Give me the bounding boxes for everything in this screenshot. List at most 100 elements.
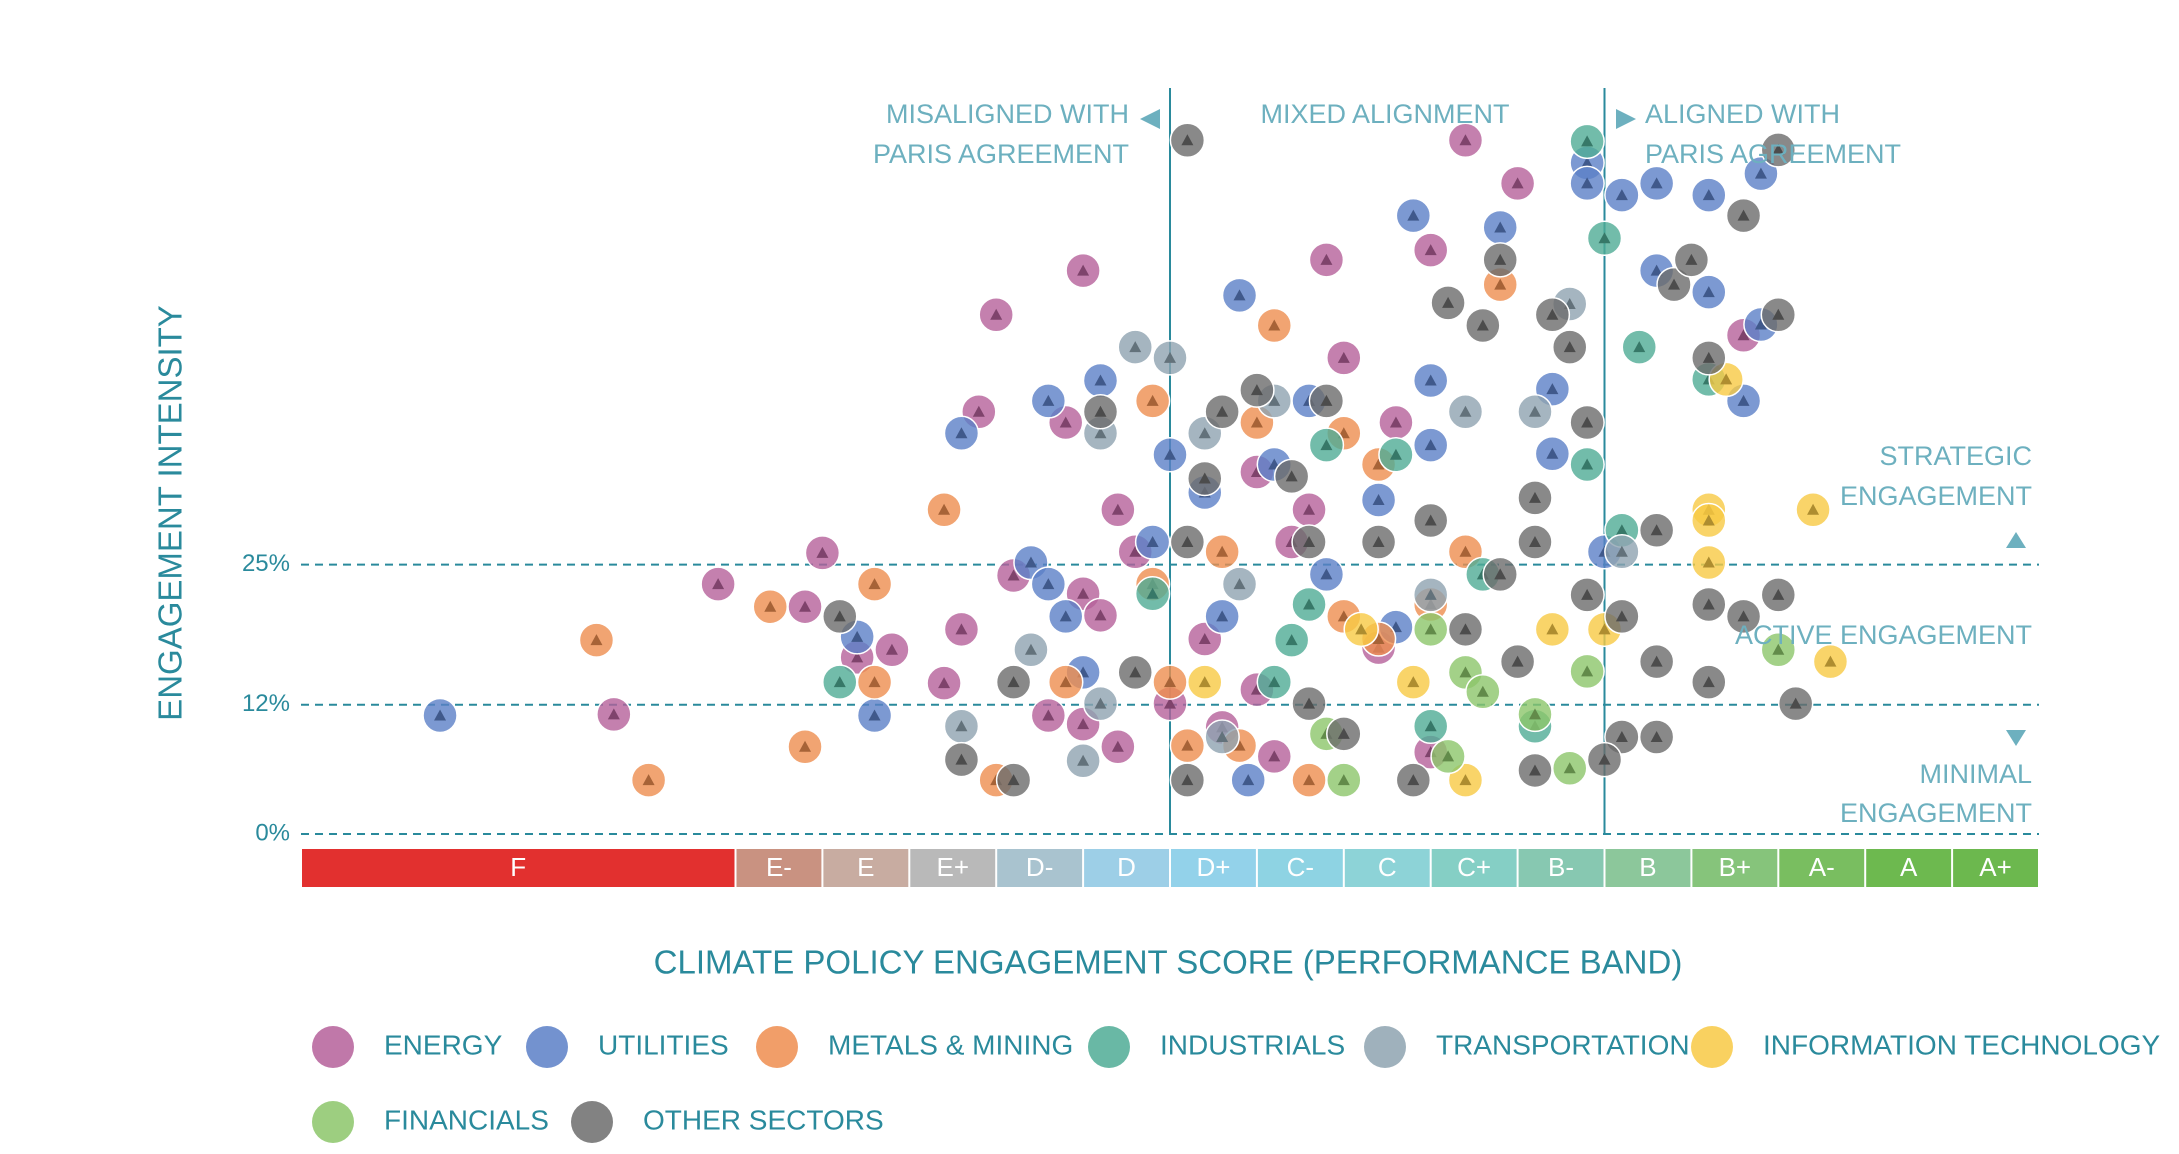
point-arrow bbox=[1111, 740, 1124, 752]
point-arrow bbox=[816, 546, 829, 558]
point-arrow bbox=[1650, 731, 1663, 743]
point-arrow bbox=[1581, 588, 1594, 600]
point-arrow bbox=[1459, 405, 1472, 417]
band-label: B bbox=[1639, 852, 1656, 882]
point-arrow bbox=[1598, 623, 1611, 635]
band-label: E+ bbox=[936, 852, 969, 882]
point-arrow bbox=[1077, 718, 1090, 730]
legend-label: INDUSTRIALS bbox=[1160, 1029, 1345, 1060]
band-label: C+ bbox=[1457, 852, 1491, 882]
point-arrow bbox=[1494, 568, 1507, 580]
band-label: D- bbox=[1026, 852, 1053, 882]
point-arrow bbox=[1303, 774, 1316, 786]
point-arrow bbox=[1424, 374, 1437, 386]
point-arrow bbox=[1372, 633, 1385, 645]
x-axis-title: CLIMATE POLICY ENGAGEMENT SCORE (PERFORM… bbox=[654, 944, 1683, 981]
point-arrow bbox=[938, 677, 951, 689]
point-arrow bbox=[1528, 405, 1541, 417]
band-label: B- bbox=[1548, 852, 1574, 882]
point-arrow bbox=[1546, 383, 1559, 395]
point-arrow bbox=[851, 630, 864, 642]
point-arrow bbox=[1598, 753, 1611, 765]
point-arrow bbox=[1494, 221, 1507, 233]
point-arrow bbox=[1242, 774, 1255, 786]
point-arrow bbox=[1216, 731, 1229, 743]
point-arrow bbox=[1164, 351, 1176, 363]
point-arrow bbox=[1355, 623, 1368, 635]
legend: ENERGY UTILITIES METALS & MINING INDUSTRIAL… bbox=[312, 1026, 2161, 1143]
point-arrow bbox=[1702, 598, 1715, 610]
point-arrow bbox=[955, 623, 968, 635]
point-arrow bbox=[1546, 447, 1559, 459]
point-arrow bbox=[955, 720, 968, 732]
point-arrow bbox=[1528, 764, 1541, 776]
point-arrow bbox=[1615, 189, 1628, 201]
point-arrow bbox=[1059, 676, 1072, 688]
y-tick-label: 25% bbox=[242, 550, 290, 577]
point-arrow bbox=[1024, 556, 1037, 568]
point-arrow bbox=[1824, 655, 1837, 667]
point-arrow bbox=[1372, 494, 1385, 506]
point-arrow bbox=[1094, 697, 1107, 709]
legend-marker bbox=[1088, 1026, 1130, 1068]
point-arrow bbox=[1754, 318, 1767, 330]
point-arrow bbox=[1216, 405, 1229, 417]
point-arrow bbox=[1494, 253, 1507, 265]
legend-label: UTILITIES bbox=[598, 1029, 729, 1060]
point-arrow bbox=[1511, 177, 1524, 189]
point-arrow bbox=[1546, 623, 1559, 635]
point-arrow bbox=[1268, 750, 1281, 762]
point-arrow bbox=[1546, 308, 1559, 320]
point-arrow bbox=[764, 600, 777, 612]
point-arrow bbox=[1077, 754, 1090, 766]
point-arrow bbox=[1337, 774, 1350, 786]
point-arrow bbox=[1442, 750, 1455, 762]
band bbox=[1692, 849, 1778, 887]
arrow-right bbox=[1616, 109, 1636, 129]
band-label: A+ bbox=[1979, 852, 2012, 882]
point-arrow bbox=[1511, 655, 1524, 667]
point-arrow bbox=[1650, 177, 1663, 189]
point-arrow bbox=[1476, 685, 1489, 697]
point-arrow bbox=[1268, 394, 1281, 406]
point-arrow bbox=[607, 708, 620, 720]
band bbox=[997, 849, 1083, 887]
point-arrow bbox=[1650, 655, 1663, 667]
legend-marker bbox=[756, 1026, 798, 1068]
point-arrow bbox=[1129, 666, 1142, 678]
point-arrow bbox=[1129, 545, 1142, 557]
point-arrow bbox=[1337, 610, 1350, 622]
point-arrow bbox=[1337, 727, 1350, 739]
point-arrow bbox=[1285, 470, 1298, 482]
point-arrow bbox=[1181, 134, 1194, 146]
point-arrow bbox=[938, 503, 951, 515]
band-label: C bbox=[1378, 852, 1397, 882]
point-arrow bbox=[1268, 319, 1281, 331]
point-arrow bbox=[1668, 278, 1681, 290]
legend-label: OTHER SECTORS bbox=[643, 1104, 884, 1135]
point-arrow bbox=[1024, 643, 1037, 655]
point-arrow bbox=[1233, 578, 1246, 590]
band bbox=[1431, 849, 1517, 887]
point-arrow bbox=[1581, 177, 1594, 189]
point-arrow bbox=[1807, 503, 1820, 515]
point-arrow bbox=[1459, 134, 1472, 146]
band bbox=[302, 849, 735, 887]
point-arrow bbox=[1459, 623, 1472, 635]
band bbox=[1605, 849, 1691, 887]
point-arrow bbox=[1737, 394, 1750, 406]
point-arrow bbox=[1320, 439, 1333, 451]
point-arrow bbox=[1285, 634, 1298, 646]
point-arrow bbox=[955, 427, 968, 439]
point-arrow bbox=[1042, 578, 1055, 590]
point-arrow bbox=[1389, 416, 1402, 428]
annotation: STRATEGIC bbox=[1879, 441, 2032, 471]
point-arrow bbox=[1459, 666, 1472, 678]
point-arrow bbox=[1789, 697, 1802, 709]
point-arrow bbox=[1372, 458, 1385, 470]
point-arrow bbox=[1476, 319, 1489, 331]
point-arrow bbox=[1389, 448, 1402, 460]
point-arrow bbox=[1303, 697, 1316, 709]
point-arrow bbox=[1337, 351, 1350, 363]
